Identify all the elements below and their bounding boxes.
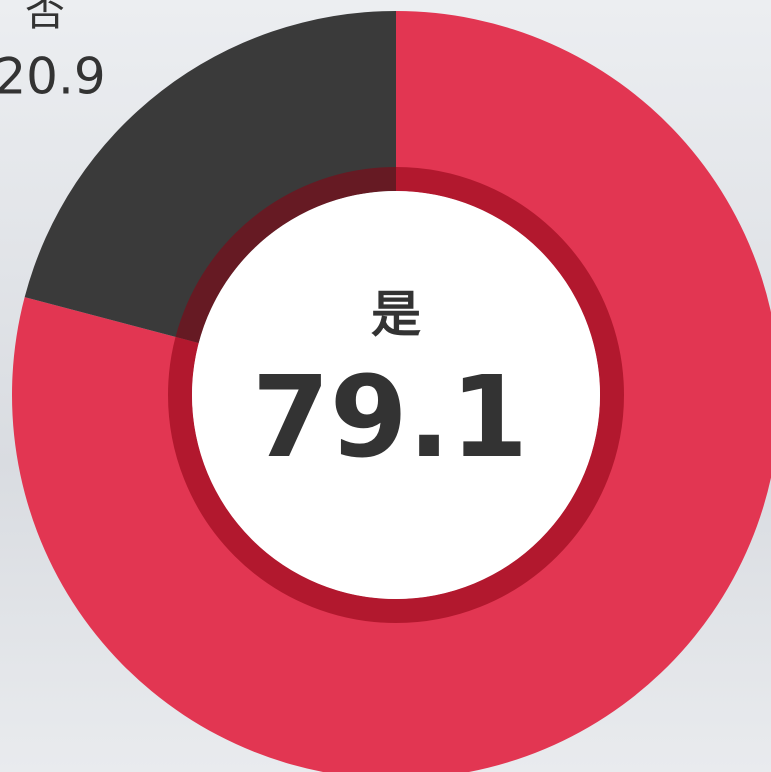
center-value: 79.1: [252, 353, 528, 483]
slice-label: 否: [25, 0, 65, 35]
chart: 是 79.1 否 20.9: [0, 0, 771, 772]
page: 是 79.1 否 20.9 (() => { const data = JSON…: [0, 0, 771, 772]
slice-value: 20.9: [0, 48, 106, 106]
center-label: 是: [371, 286, 421, 344]
